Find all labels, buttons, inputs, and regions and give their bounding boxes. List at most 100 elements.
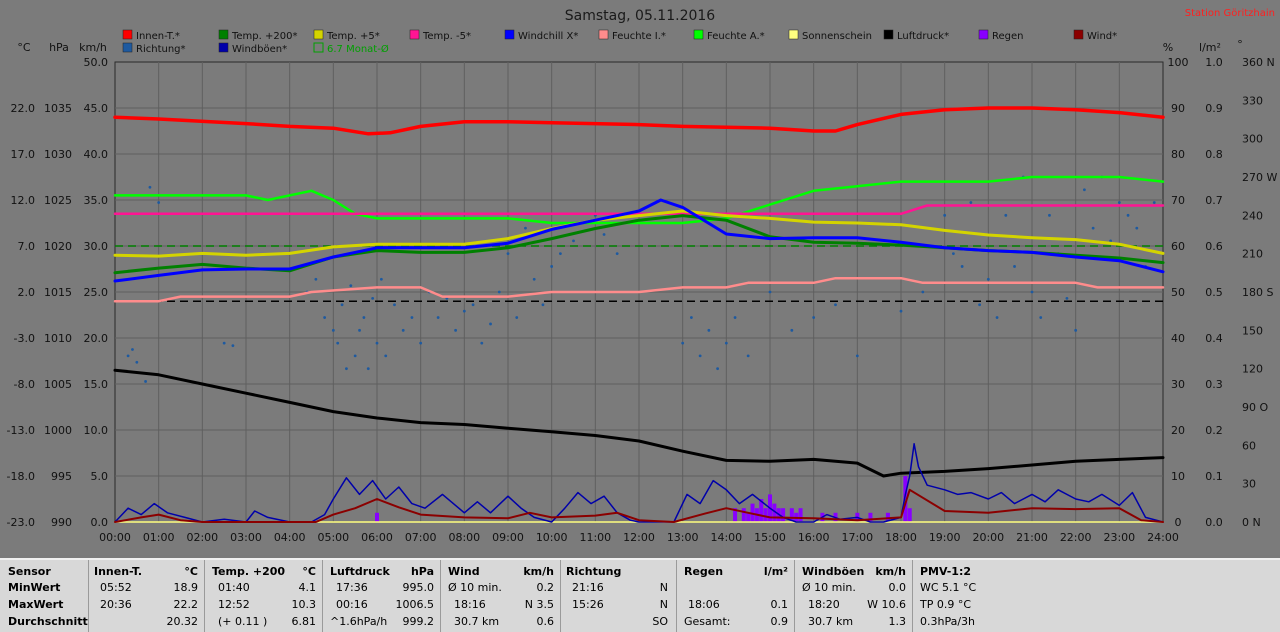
axis-unit-percent: % [1163,41,1173,54]
legend-swatch [313,29,324,40]
direction-point [834,303,837,307]
rain-bar [746,512,751,522]
direction-point [746,354,750,358]
tick-label-x: 21:00 [1016,531,1048,544]
tick-label-percent: 20 [1171,424,1185,437]
tick-label-x: 01:00 [143,531,175,544]
chart-canvas: Samstag, 05.11.2016 Station Göritzhain I… [7,8,1278,544]
summary-time: 20:36 [100,598,132,611]
summary-time: 00:16 [336,598,368,611]
tick-label-kmh: 45.0 [84,102,109,115]
summary-time: 05:52 [100,581,132,594]
rain-bar [763,508,768,522]
legend-label: Richtung* [136,44,186,55]
tick-label-rain: 0.8 [1205,148,1223,161]
tick-label-direction: 90 O [1242,401,1268,414]
direction-point [978,303,981,307]
legend-label: Innen-T.* [136,31,180,42]
direction-point [515,316,519,319]
direction-point [921,290,925,294]
tick-label-hpa: 1035 [44,102,72,115]
summary-value: 0.2 [536,581,555,594]
right-axes: 10090807060504030201001.00.90.80.70.60.5… [1168,56,1278,529]
direction-point [135,360,139,364]
direction-point [401,328,405,332]
direction-point [497,290,501,294]
summary-header: Temp. +200 [212,565,286,578]
direction-point [716,367,719,371]
legend-swatch [313,42,324,53]
summary-regen: Regen l/m² 18:06 0.1 Gesamt: 0.9 [676,560,795,632]
summary-unit: °C [184,565,198,578]
tick-label-hpa: 995 [51,470,72,483]
direction-point [812,316,816,319]
tick-label-x: 15:00 [754,531,786,544]
summary-header: PMV-1:2 [920,565,971,578]
direction-point [331,328,335,332]
rain-bar [907,508,912,522]
rain-bar [868,512,873,522]
tick-label-direction: 60 [1242,439,1256,452]
tick-label-kmh: 15.0 [84,378,109,391]
direction-point [323,316,326,319]
tick-label-percent: 10 [1171,470,1185,483]
summary-header: Richtung [566,565,622,578]
tick-label-hpa: 1000 [44,424,72,437]
tick-label-kmh: 5.0 [91,470,109,483]
summary-value: N 3.5 [524,598,554,611]
tick-label-percent: 50 [1171,286,1185,299]
legend-swatch [598,29,609,40]
direction-point [314,277,318,281]
chart-title: Samstag, 05.11.2016 [565,8,716,24]
tick-label-direction: 150 [1242,324,1263,337]
tick-label-celsius: -23.0 [7,516,35,529]
tick-label-x: 08:00 [448,531,480,544]
tick-label-rain: 0.1 [1205,470,1223,483]
direction-point [384,354,388,358]
legend-swatch [218,29,229,40]
direction-point [436,316,440,319]
legend-swatch [122,29,133,40]
tick-label-rain: 0.6 [1205,240,1223,253]
direction-point [126,354,130,358]
direction-point [371,296,375,300]
series-line-temp-5 [113,209,1165,258]
direction-point [148,185,152,189]
summary-value: 4.1 [298,581,317,594]
direction-point [899,309,903,313]
tick-label-x: 19:00 [929,531,961,544]
tick-label-kmh: 30.0 [84,240,109,253]
tick-label-direction: 270 W [1242,171,1277,184]
direction-point [602,233,606,236]
summary-windboeen: Windböen km/h Ø 10 min. 0.0 18:20 W 10.6 30… [794,560,913,632]
legend-swatch [1073,29,1084,40]
summary-value: 10.3 [291,598,317,611]
tick-label-x: 10:00 [536,531,568,544]
tick-label-percent: 30 [1171,378,1185,391]
direction-point [724,341,728,345]
summary-sensor: Sensor MinWert MaxWert Durchschnitt [0,560,89,632]
summary-value: W 10.6 [867,598,906,611]
tick-label-x: 22:00 [1060,531,1092,544]
tick-label-rain: 0.3 [1205,378,1223,391]
tick-label-hpa: 1010 [44,332,72,345]
tick-label-direction: 300 [1242,133,1263,146]
legend-label: Wind* [1087,31,1117,42]
direction-point [952,252,955,256]
tick-label-x: 09:00 [492,531,524,544]
direction-point [768,290,772,294]
x-axis: 00:00 01:00 02:00 03:00 04:00 05:00 06:00 07:00… [99,531,1179,544]
tick-label-percent: 90 [1171,102,1185,115]
tick-label-x: 23:00 [1103,531,1135,544]
direction-point [532,277,536,281]
legend-label: Windchill X* [518,31,578,42]
summary-time: 30.7 km [808,615,854,628]
tick-label-x: 00:00 [99,531,131,544]
series-line-temp-5 [113,204,1165,216]
legend-swatch [978,29,989,40]
direction-point [541,303,545,307]
tick-label-rain: 1.0 [1205,56,1223,69]
direction-point [986,277,990,281]
summary-time: 30.7 km [454,615,500,628]
tick-label-percent: 60 [1171,240,1185,253]
